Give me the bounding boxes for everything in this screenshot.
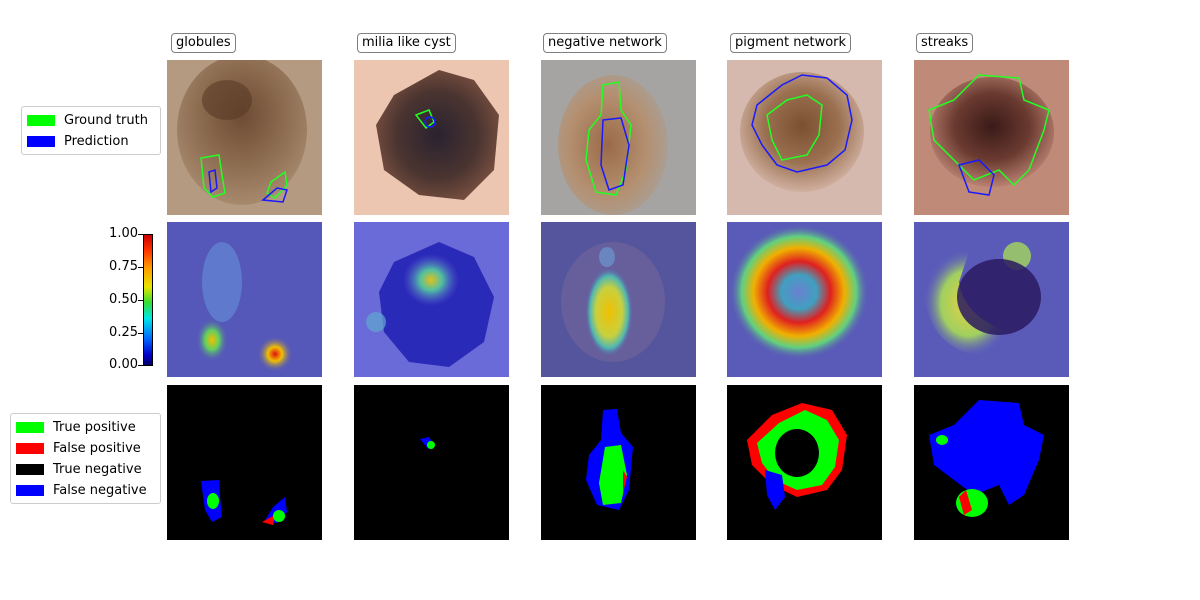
contour-panel-streaks (914, 60, 1069, 215)
colorbar-gradient (143, 234, 153, 366)
colorbar-tick: 0.00 (109, 357, 138, 372)
heatmap-panel-milia-like-cyst (354, 222, 509, 377)
heatmap-panel-negative-network (541, 222, 696, 377)
contour-panel-pigment-network (727, 60, 882, 215)
colorbar: 1.00 0.75 0.50 0.25 0.00 (100, 226, 160, 380)
swatch-prediction (27, 136, 55, 147)
swatch-true-positive (16, 422, 44, 433)
legend-item-true-negative: True negative (16, 459, 155, 480)
contour-panel-globules (167, 60, 322, 215)
swatch-ground-truth (27, 115, 55, 126)
heatmap-panel-streaks (914, 222, 1069, 377)
legend-label-prediction: Prediction (64, 134, 129, 149)
confusion-panel-negative-network (541, 385, 696, 540)
colorbar-tick: 0.50 (109, 292, 138, 307)
legend-item-false-negative: False negative (16, 480, 155, 501)
legend-item-prediction: Prediction (27, 131, 155, 152)
contour-panel-milia-like-cyst (354, 60, 509, 215)
heatmap-panel-globules (167, 222, 322, 377)
legend-item-false-positive: False positive (16, 438, 155, 459)
swatch-false-positive (16, 443, 44, 454)
column-title-pigment-network: pigment network (730, 33, 852, 53)
legend-label-true-negative: True negative (53, 462, 142, 477)
legend-label-ground-truth: Ground truth (64, 113, 148, 128)
swatch-true-negative (16, 464, 44, 475)
legend-contours: Ground truth Prediction (21, 106, 161, 155)
column-title-streaks: streaks (916, 33, 974, 53)
confusion-panel-globules (167, 385, 322, 540)
colorbar-tick: 0.75 (109, 259, 138, 274)
colorbar-tick: 1.00 (109, 226, 138, 241)
legend-item-true-positive: True positive (16, 417, 155, 438)
legend-confusion: True positive False positive True negati… (10, 413, 161, 504)
legend-label-true-positive: True positive (53, 420, 136, 435)
column-title-milia-like-cyst: milia like cyst (357, 33, 456, 53)
confusion-panel-pigment-network (727, 385, 882, 540)
column-title-negative-network: negative network (543, 33, 667, 53)
legend-item-ground-truth: Ground truth (27, 110, 155, 131)
colorbar-tick: 0.25 (109, 325, 138, 340)
legend-label-false-positive: False positive (53, 441, 141, 456)
column-title-globules: globules (171, 33, 236, 53)
contour-panel-negative-network (541, 60, 696, 215)
legend-label-false-negative: False negative (53, 483, 147, 498)
confusion-panel-streaks (914, 385, 1069, 540)
swatch-false-negative (16, 485, 44, 496)
heatmap-panel-pigment-network (727, 222, 882, 377)
confusion-panel-milia-like-cyst (354, 385, 509, 540)
